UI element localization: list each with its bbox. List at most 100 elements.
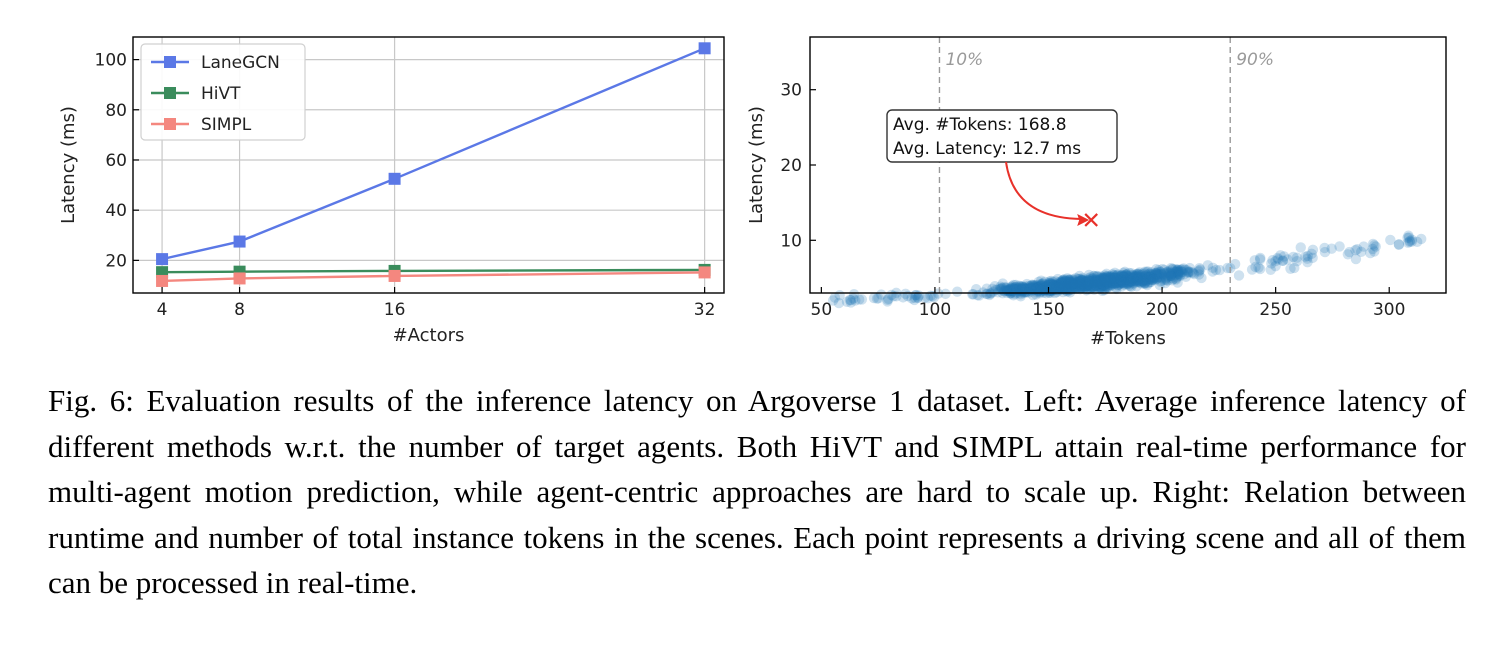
scatter-point: [912, 292, 924, 303]
scatter-point: [1098, 279, 1110, 290]
scatter-point: [1326, 243, 1337, 254]
series-marker-simpl: [233, 272, 246, 285]
scatter-point: [1037, 283, 1048, 294]
scatter-point: [1041, 284, 1053, 295]
scatter-point: [1159, 267, 1170, 279]
series-marker-lanegcn: [156, 253, 169, 266]
scatter-point: [1101, 275, 1112, 286]
scatter-point: [1097, 274, 1108, 285]
scatter-point: [1033, 282, 1044, 294]
scatter-point: [1278, 251, 1290, 262]
scatter-point: [928, 292, 940, 303]
scatter-point: [1080, 280, 1091, 292]
scatter-point: [1008, 279, 1019, 291]
scatter-point: [1034, 283, 1046, 295]
scatter-point: [1118, 274, 1129, 285]
scatter-point: [1157, 263, 1168, 275]
scatter-point: [1080, 281, 1092, 292]
scatter-point: [996, 282, 1007, 294]
scatter-point: [1096, 277, 1107, 289]
scatter-point: [1015, 284, 1027, 295]
scatter-point: [1109, 267, 1121, 279]
scatter-point: [1060, 282, 1071, 293]
scatter-point: [1027, 282, 1038, 293]
scatter-point: [1233, 270, 1245, 281]
scatter-point: [1144, 271, 1156, 282]
scatter-point: [1095, 278, 1107, 290]
scatter-point: [1111, 282, 1122, 293]
scatter-point: [1087, 276, 1098, 288]
scatter-point: [1083, 280, 1094, 292]
scatter-point: [1126, 276, 1138, 287]
scatter-point: [1356, 246, 1367, 257]
scatter-point: [1069, 275, 1080, 287]
scatter-point: [1113, 276, 1124, 287]
scatter-point: [841, 296, 853, 307]
scatter-point: [1026, 286, 1038, 297]
series-marker-lanegcn: [233, 235, 246, 248]
scatter-point: [1030, 280, 1041, 291]
scatter-point: [1061, 282, 1073, 294]
scatter-point: [1088, 282, 1100, 293]
scatter-point: [1165, 270, 1177, 281]
scatter-point: [1110, 278, 1122, 289]
scatter-point: [1075, 279, 1087, 291]
scatter-point: [1302, 250, 1314, 262]
scatter-point: [1014, 281, 1026, 292]
scatter-point: [1073, 277, 1084, 288]
scatter-point: [1167, 263, 1178, 275]
scatter-point: [1123, 271, 1134, 283]
scatter-point: [1106, 272, 1117, 283]
scatter-point: [1033, 283, 1044, 294]
scatter-point: [1106, 274, 1118, 285]
scatter-point: [1010, 282, 1021, 293]
scatter-point: [1124, 276, 1136, 287]
scatter-point: [1053, 283, 1064, 295]
annotation-arrowhead: [1077, 213, 1090, 226]
scatter-point: [1350, 245, 1361, 256]
scatter-point: [1115, 274, 1126, 286]
scatter-point: [1044, 281, 1055, 292]
scatter-point: [1120, 269, 1132, 281]
scatter-point: [1032, 282, 1043, 293]
scatter-point: [1042, 284, 1053, 295]
scatter-point: [1104, 279, 1115, 291]
scatter-point: [1091, 270, 1103, 282]
scatter-point: [1079, 275, 1090, 287]
scatter-point: [992, 287, 1004, 298]
scatter-point: [1042, 282, 1053, 294]
scatter-point: [1068, 279, 1079, 291]
scatter-point: [1087, 272, 1099, 284]
scatter-point: [995, 281, 1006, 292]
scatter-point: [1077, 279, 1088, 290]
scatter-point: [1085, 280, 1097, 291]
scatter-point: [1058, 279, 1070, 290]
left-x-axis-label: #Actors: [393, 325, 465, 346]
scatter-point: [1124, 277, 1135, 288]
scatter-point: [1059, 281, 1071, 292]
scatter-point: [1078, 280, 1089, 291]
scatter-point: [1083, 277, 1094, 288]
scatter-point: [1142, 269, 1154, 280]
scatter-point: [1273, 254, 1284, 265]
scatter-point: [1104, 279, 1116, 290]
scatter-point: [1047, 279, 1058, 291]
right-y-tick-label: 30: [780, 81, 802, 101]
scatter-point: [1077, 279, 1089, 290]
scatter-point: [1028, 282, 1040, 294]
scatter-point: [1196, 272, 1207, 284]
scatter-point: [1108, 278, 1119, 290]
scatter-point: [1128, 273, 1139, 285]
scatter-point: [1105, 272, 1116, 283]
scatter-point: [1031, 283, 1043, 295]
scatter-point: [1050, 281, 1062, 292]
scatter-point: [1114, 278, 1126, 289]
scatter-point: [1095, 278, 1106, 289]
scatter-point: [1109, 276, 1121, 287]
scatter-point: [1148, 269, 1159, 280]
scatter-point: [1056, 279, 1068, 291]
scatter-point: [1016, 283, 1028, 294]
scatter-point: [1116, 270, 1127, 282]
scatter-point: [1128, 277, 1139, 288]
scatter-point: [987, 286, 999, 298]
